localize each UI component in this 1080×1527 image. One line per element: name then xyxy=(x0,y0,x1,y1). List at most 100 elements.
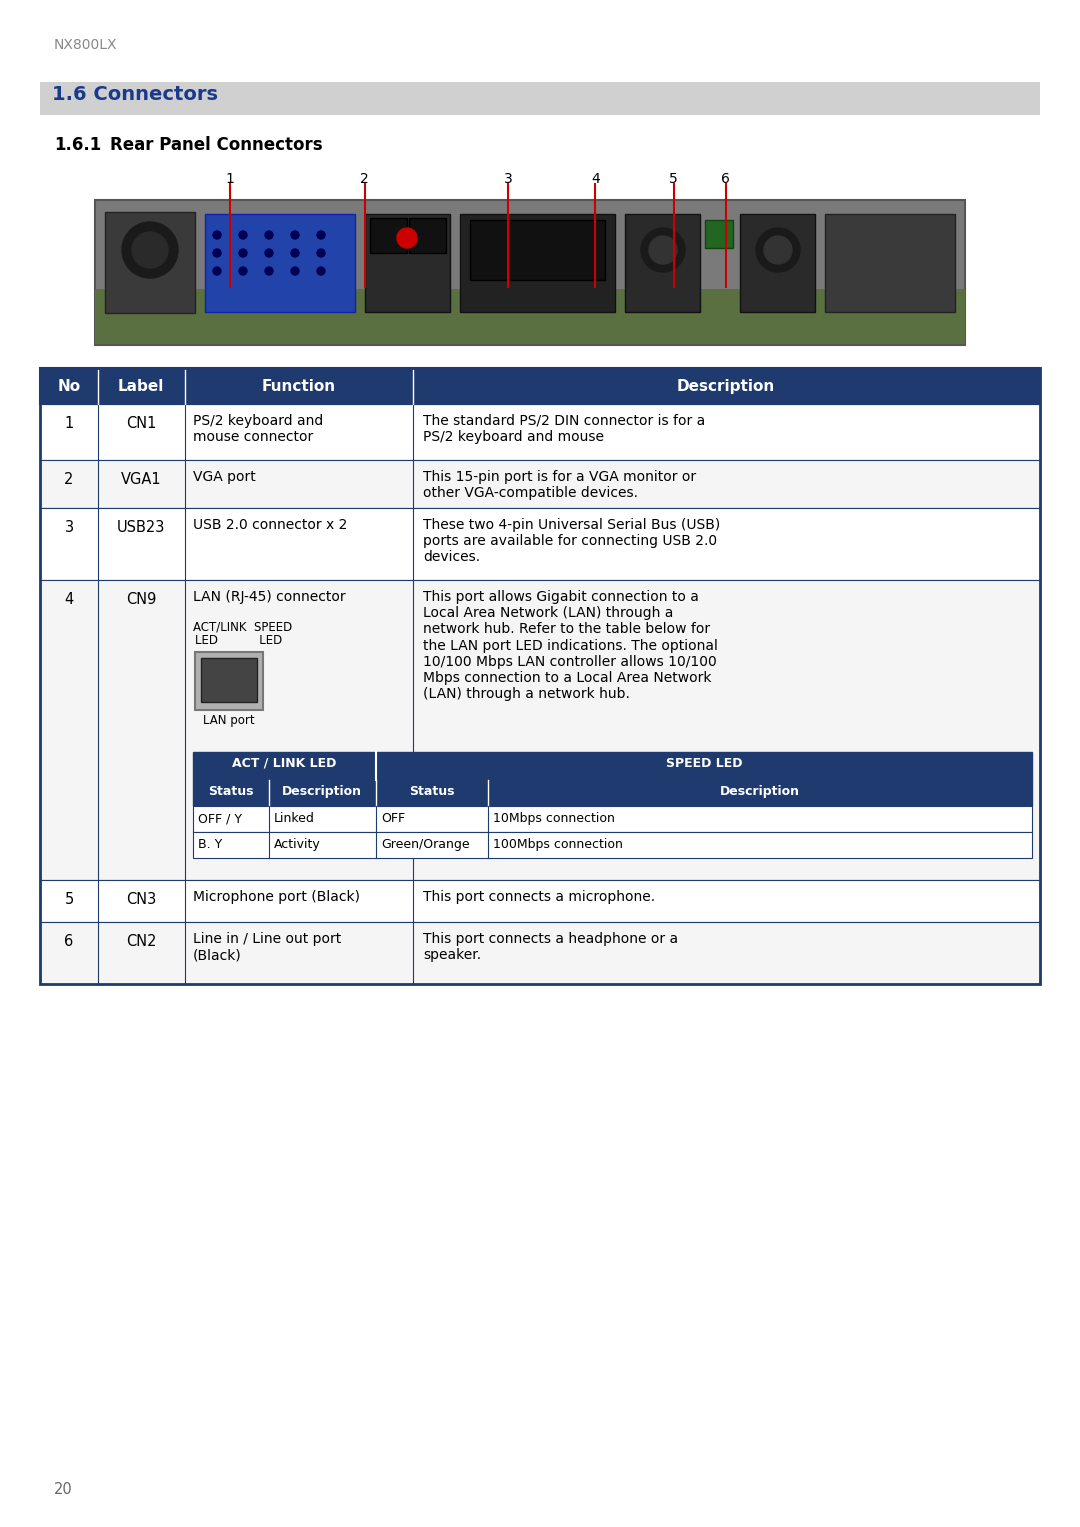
Bar xyxy=(193,780,1032,806)
Circle shape xyxy=(265,231,273,240)
Bar xyxy=(193,832,1032,858)
Text: 20: 20 xyxy=(54,1483,72,1496)
Text: These two 4-pin Universal Serial Bus (USB)
ports are available for connecting US: These two 4-pin Universal Serial Bus (US… xyxy=(423,518,720,565)
Text: PS/2 keyboard and
mouse connector: PS/2 keyboard and mouse connector xyxy=(193,414,323,444)
Circle shape xyxy=(318,267,325,275)
Bar xyxy=(201,658,257,702)
Text: USB 2.0 connector x 2: USB 2.0 connector x 2 xyxy=(193,518,348,531)
Bar xyxy=(193,751,1032,780)
Text: 5: 5 xyxy=(65,892,73,907)
Text: Rear Panel Connectors: Rear Panel Connectors xyxy=(110,136,323,154)
Circle shape xyxy=(642,228,685,272)
Text: This 15-pin port is for a VGA monitor or
other VGA-compatible devices.: This 15-pin port is for a VGA monitor or… xyxy=(423,470,697,501)
Text: B. Y: B. Y xyxy=(198,838,222,851)
Text: ACT/LINK  SPEED: ACT/LINK SPEED xyxy=(193,620,293,634)
Text: Activity: Activity xyxy=(274,838,321,851)
Bar xyxy=(40,368,1040,983)
Circle shape xyxy=(318,249,325,257)
Circle shape xyxy=(213,267,221,275)
Text: This port connects a microphone.: This port connects a microphone. xyxy=(423,890,656,904)
Bar xyxy=(95,289,966,344)
Text: 2: 2 xyxy=(361,173,369,186)
Text: SPEED LED: SPEED LED xyxy=(665,757,742,770)
Text: Description: Description xyxy=(677,379,775,394)
Text: CN1: CN1 xyxy=(125,415,157,431)
Circle shape xyxy=(213,249,221,257)
Bar xyxy=(40,368,1040,405)
Text: USB23: USB23 xyxy=(117,521,165,534)
Bar xyxy=(40,508,1040,580)
Text: No: No xyxy=(57,379,81,394)
Bar xyxy=(460,214,615,312)
Text: NX800LX: NX800LX xyxy=(54,38,118,52)
Bar xyxy=(105,212,195,313)
Text: OFF / Y: OFF / Y xyxy=(198,812,242,825)
Text: LAN (RJ-45) connector: LAN (RJ-45) connector xyxy=(193,589,346,605)
Bar xyxy=(470,220,605,279)
Bar xyxy=(409,218,446,253)
Text: 1.6.1: 1.6.1 xyxy=(54,136,102,154)
Text: VGA1: VGA1 xyxy=(121,472,161,487)
Text: 100Mbps connection: 100Mbps connection xyxy=(492,838,623,851)
Circle shape xyxy=(291,249,299,257)
Bar xyxy=(40,82,1040,115)
Text: 3: 3 xyxy=(65,521,73,534)
Circle shape xyxy=(239,231,247,240)
Circle shape xyxy=(132,232,168,269)
Bar xyxy=(370,218,407,253)
Bar xyxy=(195,652,264,710)
Text: 3: 3 xyxy=(504,173,513,186)
Text: CN9: CN9 xyxy=(125,592,157,608)
Bar xyxy=(40,405,1040,460)
Text: CN2: CN2 xyxy=(125,935,157,948)
Text: LAN port: LAN port xyxy=(203,715,255,727)
Text: 1: 1 xyxy=(65,415,73,431)
Bar xyxy=(40,922,1040,983)
Circle shape xyxy=(318,231,325,240)
Circle shape xyxy=(649,237,677,264)
Bar xyxy=(40,880,1040,922)
Circle shape xyxy=(122,221,178,278)
Text: Line in / Line out port
(Black): Line in / Line out port (Black) xyxy=(193,931,341,962)
Bar xyxy=(625,214,700,312)
Text: OFF: OFF xyxy=(381,812,405,825)
Text: 4: 4 xyxy=(65,592,73,608)
Text: 6: 6 xyxy=(721,173,730,186)
Text: 2: 2 xyxy=(65,472,73,487)
Text: Label: Label xyxy=(118,379,164,394)
Text: Status: Status xyxy=(409,785,455,799)
Text: Description: Description xyxy=(282,785,362,799)
Text: 10Mbps connection: 10Mbps connection xyxy=(492,812,615,825)
Bar xyxy=(205,214,355,312)
Text: Status: Status xyxy=(208,785,254,799)
Text: The standard PS/2 DIN connector is for a
PS/2 keyboard and mouse: The standard PS/2 DIN connector is for a… xyxy=(423,414,705,444)
Text: Microphone port (Black): Microphone port (Black) xyxy=(193,890,360,904)
Text: 1: 1 xyxy=(226,173,234,186)
Circle shape xyxy=(756,228,800,272)
Circle shape xyxy=(239,267,247,275)
Text: CN3: CN3 xyxy=(126,892,157,907)
Bar xyxy=(365,214,450,312)
Text: 5: 5 xyxy=(670,173,678,186)
Bar xyxy=(40,580,1040,880)
Text: 4: 4 xyxy=(591,173,599,186)
Bar xyxy=(40,460,1040,508)
Text: ACT / LINK LED: ACT / LINK LED xyxy=(232,757,336,770)
Circle shape xyxy=(265,249,273,257)
Text: This port connects a headphone or a
speaker.: This port connects a headphone or a spea… xyxy=(423,931,678,962)
Text: 6: 6 xyxy=(65,935,73,948)
Text: This port allows Gigabit connection to a
Local Area Network (LAN) through a
netw: This port allows Gigabit connection to a… xyxy=(423,589,718,701)
Text: 1.6 Connectors: 1.6 Connectors xyxy=(52,86,218,104)
Circle shape xyxy=(265,267,273,275)
Circle shape xyxy=(213,231,221,240)
Bar xyxy=(825,214,955,312)
Circle shape xyxy=(239,249,247,257)
Circle shape xyxy=(764,237,792,264)
Text: Green/Orange: Green/Orange xyxy=(381,838,470,851)
Circle shape xyxy=(397,228,417,247)
Bar xyxy=(95,200,966,345)
Text: Function: Function xyxy=(262,379,336,394)
Bar xyxy=(193,806,1032,832)
Text: VGA port: VGA port xyxy=(193,470,256,484)
Circle shape xyxy=(291,267,299,275)
